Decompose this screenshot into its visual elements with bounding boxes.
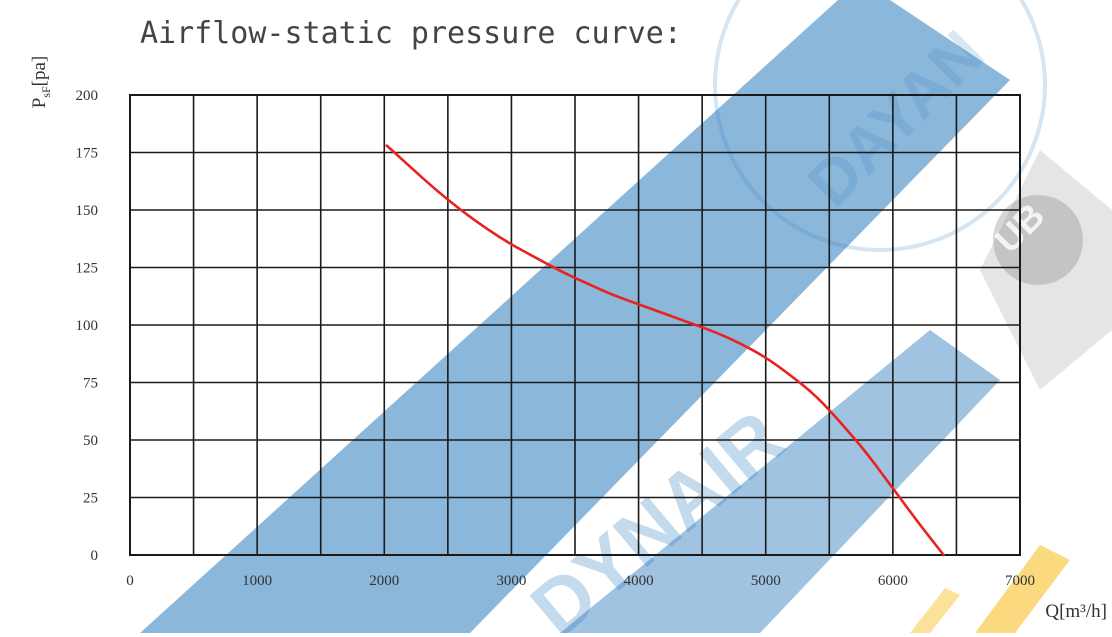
y-axis-label-group: PsF[pa] bbox=[29, 56, 53, 109]
y-axis-label-symbol: P bbox=[29, 98, 50, 109]
grid-layer bbox=[129, 94, 1021, 556]
y-tick-label: 100 bbox=[76, 318, 99, 334]
series-line-airflow-pressure bbox=[385, 144, 945, 557]
y-tick-label: 75 bbox=[83, 376, 98, 392]
y-tick-label: 125 bbox=[76, 261, 99, 277]
x-tick-label: 7000 bbox=[1005, 573, 1035, 589]
y-tick-label: 25 bbox=[83, 491, 98, 507]
watermark-accent-stripe bbox=[975, 545, 1070, 633]
x-tick-label: 2000 bbox=[369, 573, 399, 589]
x-tick-label: 5000 bbox=[751, 573, 781, 589]
plot-border bbox=[129, 94, 1021, 556]
watermark-seal-circle bbox=[713, 0, 1047, 252]
y-axis-label: PsF[pa] bbox=[29, 56, 53, 109]
watermark-band-secondary bbox=[560, 330, 1000, 633]
y-tick-label: 50 bbox=[83, 433, 98, 449]
x-tick-label: 1000 bbox=[242, 573, 272, 589]
y-tick-label: 150 bbox=[76, 203, 99, 219]
x-tick-label: 6000 bbox=[878, 573, 908, 589]
y-tick-label: 175 bbox=[76, 146, 99, 162]
tick-labels: 0 1000 2000 3000 4000 5000 6000 7000 0 25 50 75 100 1… bbox=[76, 88, 1036, 589]
watermark-accent-stripe-2 bbox=[910, 588, 960, 633]
y-axis-label-subscript: sF bbox=[39, 86, 53, 98]
y-tick-label: 0 bbox=[91, 548, 99, 564]
x-axis-label: Q[m³/h] bbox=[1045, 601, 1107, 622]
series-layer bbox=[385, 144, 945, 557]
y-tick-label: 200 bbox=[76, 88, 99, 104]
chart-title: Airflow-static pressure curve: bbox=[140, 16, 682, 51]
x-tick-label: 4000 bbox=[624, 573, 654, 589]
watermark-logo-badge bbox=[993, 195, 1083, 285]
y-axis-label-unit: [pa] bbox=[29, 56, 50, 87]
x-tick-label: 0 bbox=[126, 573, 134, 589]
x-tick-label: 3000 bbox=[496, 573, 526, 589]
